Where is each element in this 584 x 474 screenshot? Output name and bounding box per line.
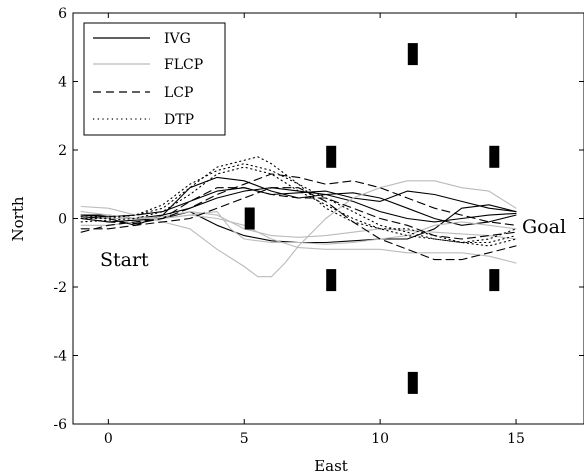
series-line-ivg-2 xyxy=(80,187,517,226)
legend-label-flcp: FLCP xyxy=(164,57,203,73)
x-tick-label-10: 10 xyxy=(371,431,389,447)
obstacle-7 xyxy=(489,269,500,292)
series-line-lcp-9 xyxy=(80,173,517,233)
legend-label-dtp: DTP xyxy=(164,112,194,128)
legend-box xyxy=(83,22,226,136)
y-tick-label-0: 0 xyxy=(58,212,67,228)
x-axis-label: East xyxy=(314,457,348,474)
y-tick-label-2: -2 xyxy=(53,280,67,296)
legend-label-lcp: LCP xyxy=(164,85,193,101)
legend-label-ivg: IVG xyxy=(164,31,191,47)
tick-layer: 0 5 10 15 -6 -4 -2 0 2 4 6 xyxy=(53,6,584,447)
obstacle-4 xyxy=(407,43,418,66)
obstacle-layer xyxy=(244,43,500,394)
series-line-dtp-13 xyxy=(80,166,517,244)
legend: IVG FLCP LCP DTP xyxy=(83,22,226,136)
annotation-start: Start xyxy=(100,249,149,271)
series-line-lcp-10 xyxy=(80,187,517,261)
annotation-goal: Goal xyxy=(522,216,566,238)
obstacle-6 xyxy=(489,145,500,168)
obstacle-3 xyxy=(326,269,337,292)
obstacle-2 xyxy=(326,145,337,168)
y-tick-label-4: -4 xyxy=(53,349,67,365)
series-line-lcp-11 xyxy=(80,187,517,240)
y-tick-label-4: 4 xyxy=(58,75,67,91)
series-line-flcp-6 xyxy=(80,211,517,245)
series-line-flcp-8 xyxy=(80,211,517,240)
series-line-dtp-14 xyxy=(80,163,517,247)
x-tick-label-0: 0 xyxy=(104,431,113,447)
obstacle-1 xyxy=(244,207,255,230)
x-tick-label-5: 5 xyxy=(240,431,249,447)
y-tick-label-2: 2 xyxy=(58,143,67,159)
y-axis-label: North xyxy=(9,196,27,241)
x-tick-label-15: 15 xyxy=(507,431,525,447)
series-line-ivg-4 xyxy=(80,187,517,218)
series-line-flcp-7 xyxy=(80,214,517,264)
y-tick-label-6: -6 xyxy=(53,417,67,433)
y-tick-label-6: 6 xyxy=(58,6,67,22)
series-layer xyxy=(80,156,517,278)
obstacle-5 xyxy=(407,371,418,394)
